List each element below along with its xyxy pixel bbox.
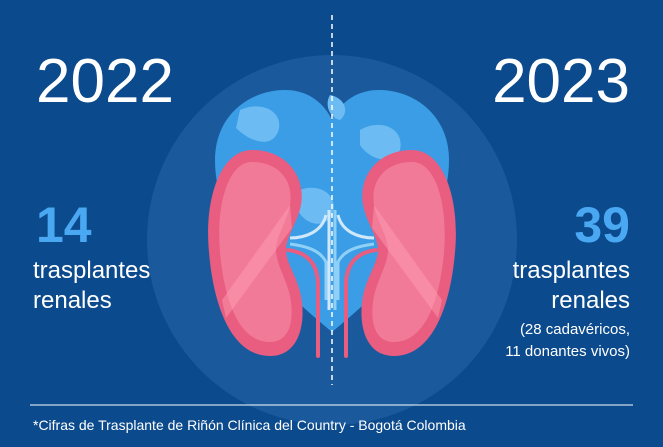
- kidney-left: [208, 150, 328, 358]
- count-right: 39: [574, 197, 630, 253]
- label-right: trasplantes: [513, 257, 630, 284]
- label-left: trasplantes: [33, 257, 150, 284]
- detail: 11 donantes vivos): [505, 343, 630, 360]
- kidney-highlight: [219, 162, 292, 342]
- vessel: [289, 214, 328, 240]
- year-left: 2022: [36, 47, 174, 116]
- year-right: 2023: [492, 47, 630, 116]
- vessel: [289, 242, 328, 300]
- globe-land: [236, 95, 419, 235]
- label-right: renales: [551, 287, 630, 314]
- kidney-illustration: [208, 90, 458, 358]
- ureter: [286, 248, 320, 358]
- detail: (28 cadavéricos,: [520, 321, 630, 338]
- count-left: 14: [36, 197, 92, 253]
- label-left: renales: [33, 287, 112, 314]
- footnote: *Cifras de Trasplante de Riñón Clínica d…: [33, 417, 466, 433]
- kidney-shine: [222, 205, 292, 318]
